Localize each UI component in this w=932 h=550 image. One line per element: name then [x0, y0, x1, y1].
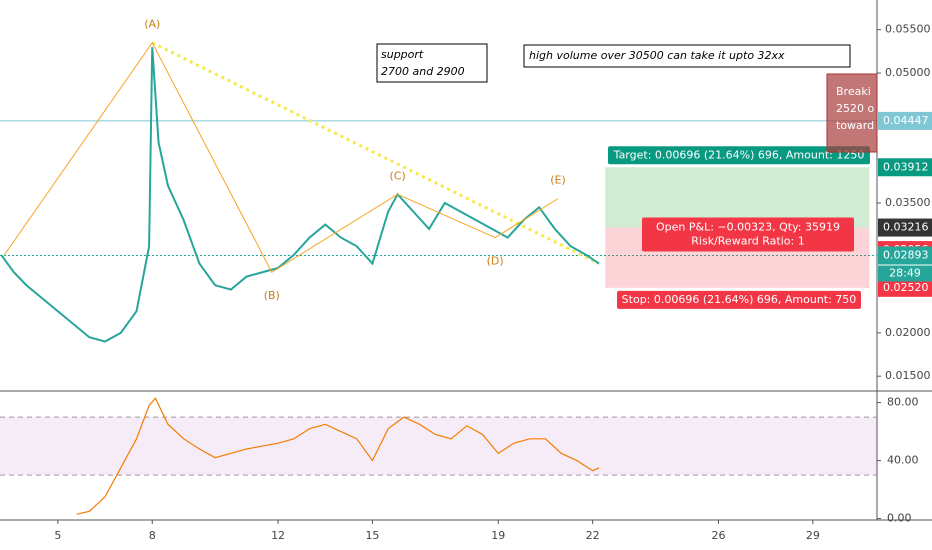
- callout: 2520 o: [836, 102, 874, 115]
- y-tick-label: 0.03500: [885, 196, 931, 209]
- point-label: (C): [389, 169, 405, 182]
- target-label-box: [608, 146, 870, 165]
- price-label-box: [878, 278, 932, 297]
- note: support: [381, 48, 424, 61]
- countdown: 28:49: [889, 267, 921, 280]
- trendline: [151, 41, 600, 265]
- note-box: [376, 43, 488, 83]
- rr-label: Risk/Reward Ratio: 1: [691, 235, 804, 248]
- note: 2700 and 2900: [381, 65, 465, 78]
- price-label: 0.02520: [883, 281, 929, 294]
- target-zone: [605, 167, 870, 228]
- callout: Breaki: [836, 85, 871, 98]
- note: high volume over 30500 can take it upto …: [529, 49, 785, 62]
- x-tick-label: 15: [365, 529, 379, 542]
- point-label: (A): [144, 18, 160, 31]
- pnl-label: Open P&L: −0.00323, Qty: 35919: [656, 221, 840, 234]
- x-tick-label: 22: [586, 529, 600, 542]
- rsi-band: [0, 417, 877, 476]
- price-label: 0.03216: [883, 221, 929, 234]
- point-label: (D): [487, 255, 504, 268]
- note-box: [523, 44, 851, 68]
- price-label-box: [878, 218, 932, 237]
- stop-label-box: [617, 290, 861, 309]
- point-label: (B): [264, 289, 280, 302]
- x-tick-label: 19: [491, 529, 505, 542]
- callout: toward: [836, 119, 874, 132]
- x-tick-label: 26: [711, 529, 725, 542]
- callout-box: [826, 73, 878, 153]
- y-tick-label: 40.00: [887, 454, 919, 467]
- rsi-line: [76, 397, 600, 515]
- x-tick-label: 8: [149, 529, 156, 542]
- y-tick-label: 0.01500: [885, 369, 931, 382]
- price-label: 0.04447: [883, 114, 929, 127]
- stop-label: Stop: 0.00696 (21.64%) 696, Amount: 750: [622, 293, 857, 306]
- y-tick-label: 0.02000: [885, 326, 931, 339]
- y-tick-label: 0.00: [887, 512, 912, 525]
- price-label-box: [878, 246, 932, 265]
- y-tick-label: 0.05500: [885, 23, 931, 36]
- price-label: 0.02893: [883, 249, 929, 262]
- price-line: [0, 46, 600, 343]
- point-label: (E): [550, 174, 566, 187]
- price-label: 0.03912: [883, 160, 929, 173]
- y-tick-label: 80.00: [887, 396, 919, 409]
- x-tick-label: 5: [54, 529, 61, 542]
- x-tick-label: 29: [806, 529, 820, 542]
- pnl-box: [642, 217, 854, 252]
- pattern-line: [3, 41, 559, 273]
- y-tick-label: 0.05000: [885, 66, 931, 79]
- price-label-box: [878, 158, 932, 177]
- price-label-box: [878, 111, 932, 130]
- x-tick-label: 12: [271, 529, 285, 542]
- target-label: Target: 0.00696 (21.64%) 696, Amount: 12…: [613, 148, 865, 161]
- countdown-box: [878, 265, 932, 282]
